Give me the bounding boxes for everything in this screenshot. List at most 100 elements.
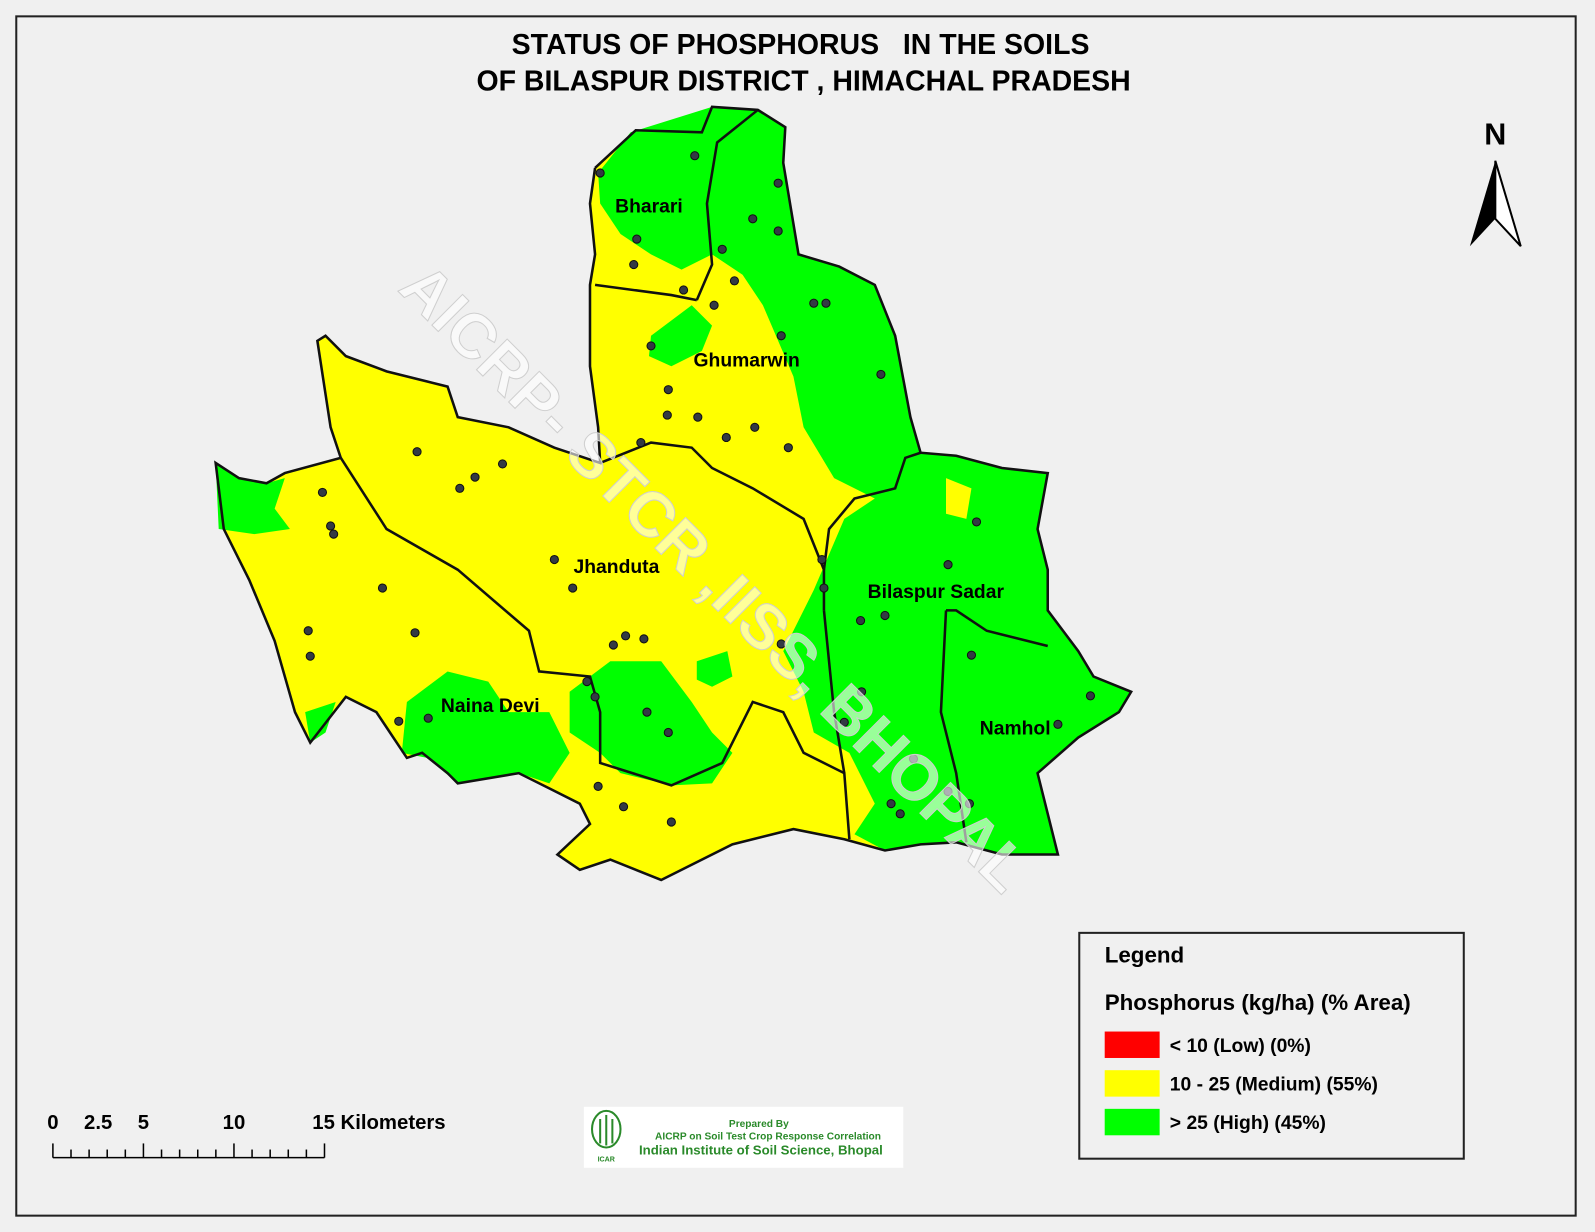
sample-point	[729, 276, 740, 286]
sample-point	[908, 754, 919, 764]
sample-point	[721, 432, 731, 443]
sample-point	[646, 341, 656, 351]
sample-point	[412, 447, 422, 457]
sample-point	[663, 727, 673, 738]
high-zone	[305, 701, 336, 743]
sample-point	[839, 717, 849, 727]
sample-point	[821, 298, 831, 308]
sample-point	[595, 168, 605, 178]
title: STATUS OF PHOSPHORUS IN THE SOILS	[512, 29, 1090, 61]
logo-text: ICAR	[598, 1156, 615, 1164]
sample-point	[423, 713, 433, 723]
sample-point	[636, 437, 646, 448]
sample-point	[549, 554, 559, 565]
legend-items: < 10 (Low) (0%) 10 - 25 (Medium) (55%) > 2…	[1104, 1031, 1378, 1136]
scale-label: 0	[47, 1112, 58, 1134]
scale-bar: 0 2.5 5 10 15 Kilometers	[47, 1112, 446, 1159]
sample-point	[329, 529, 339, 539]
sample-point	[678, 285, 689, 295]
sample-point	[964, 799, 974, 809]
sample-point	[394, 716, 404, 726]
sample-point	[943, 560, 953, 570]
sample-point	[305, 651, 315, 661]
legend-label: < 10 (Low) (0%)	[1170, 1036, 1311, 1057]
sample-point	[377, 583, 388, 593]
place-label: Ghumarwin	[694, 350, 800, 371]
legend-label: 10 - 25 (Medium) (55%)	[1170, 1075, 1378, 1096]
legend-swatch	[1104, 1031, 1160, 1058]
legend-swatch	[1104, 1108, 1160, 1136]
legend-label: > 25 (High) (45%)	[1170, 1113, 1326, 1134]
sample-point	[593, 781, 603, 791]
sample-point	[326, 521, 336, 531]
legend-swatch	[1104, 1070, 1160, 1097]
high-zone	[569, 661, 733, 786]
place-label: Bharari	[615, 197, 683, 218]
high-zone	[598, 106, 1132, 855]
legend-subtitle: Phosphorus (kg/ha) (% Area)	[1105, 990, 1411, 1015]
sample-point	[1053, 719, 1063, 729]
sample-point	[773, 178, 783, 188]
sample-point	[895, 809, 905, 819]
credit: Prepared By	[729, 1119, 789, 1130]
sample-point	[666, 817, 676, 827]
sample-point	[1085, 691, 1096, 701]
sample-point	[750, 422, 760, 432]
place-label: Bilaspur Sadar	[868, 582, 1005, 603]
place-label: Jhanduta	[574, 557, 660, 578]
sample-point	[618, 802, 629, 812]
sample-point	[886, 799, 896, 809]
sample-point	[880, 610, 890, 621]
sample-point	[966, 650, 977, 660]
legend-title: Legend	[1105, 942, 1185, 967]
medium-zone	[946, 478, 972, 519]
north-label: N	[1484, 118, 1506, 152]
sample-point	[568, 583, 578, 593]
sample-point	[809, 298, 819, 308]
sample-point	[582, 677, 592, 687]
sample-point	[497, 459, 508, 469]
sample-point	[621, 631, 631, 641]
sample-point	[639, 634, 649, 644]
sample-point	[748, 214, 758, 224]
sample-point	[876, 369, 886, 379]
sample-point	[971, 517, 982, 527]
high-zone	[648, 305, 713, 367]
sample-point	[943, 786, 953, 797]
sample-point	[317, 487, 328, 497]
place-label: Naina Devi	[441, 696, 540, 717]
high-zone	[215, 462, 290, 535]
sample-point	[303, 626, 313, 636]
sample-point	[455, 483, 465, 493]
sample-point	[773, 226, 783, 236]
sample-point	[693, 412, 703, 422]
sample-point	[642, 707, 652, 717]
north-arrow	[1494, 160, 1522, 247]
title: OF BILASPUR DISTRICT , HIMACHAL PRADESH	[476, 66, 1130, 98]
credit: Indian Institute of Soil Science, Bhopal	[639, 1143, 883, 1158]
sample-point	[783, 443, 793, 453]
sample-point	[663, 385, 673, 395]
sample-point	[857, 687, 867, 697]
sample-point	[629, 259, 639, 270]
sample-point	[819, 583, 829, 593]
sample-point	[855, 616, 866, 626]
sample-point	[776, 331, 786, 341]
sample-point	[410, 628, 420, 638]
scale-label: 15 Kilometers	[312, 1112, 445, 1134]
sample-point	[470, 472, 480, 482]
sample-point	[662, 410, 672, 420]
scale-label: 10	[223, 1112, 246, 1134]
scale-label: 2.5	[84, 1112, 112, 1134]
sample-point	[608, 640, 618, 650]
place-label: Namhol	[980, 719, 1051, 740]
sample-point	[709, 300, 719, 310]
credit-box	[583, 1106, 904, 1168]
high-zone	[696, 651, 733, 687]
high-zone	[401, 671, 570, 784]
sample-point	[632, 234, 642, 244]
sample-point	[590, 692, 600, 702]
credit: AICRP on Soil Test Crop Response Correla…	[655, 1131, 881, 1142]
